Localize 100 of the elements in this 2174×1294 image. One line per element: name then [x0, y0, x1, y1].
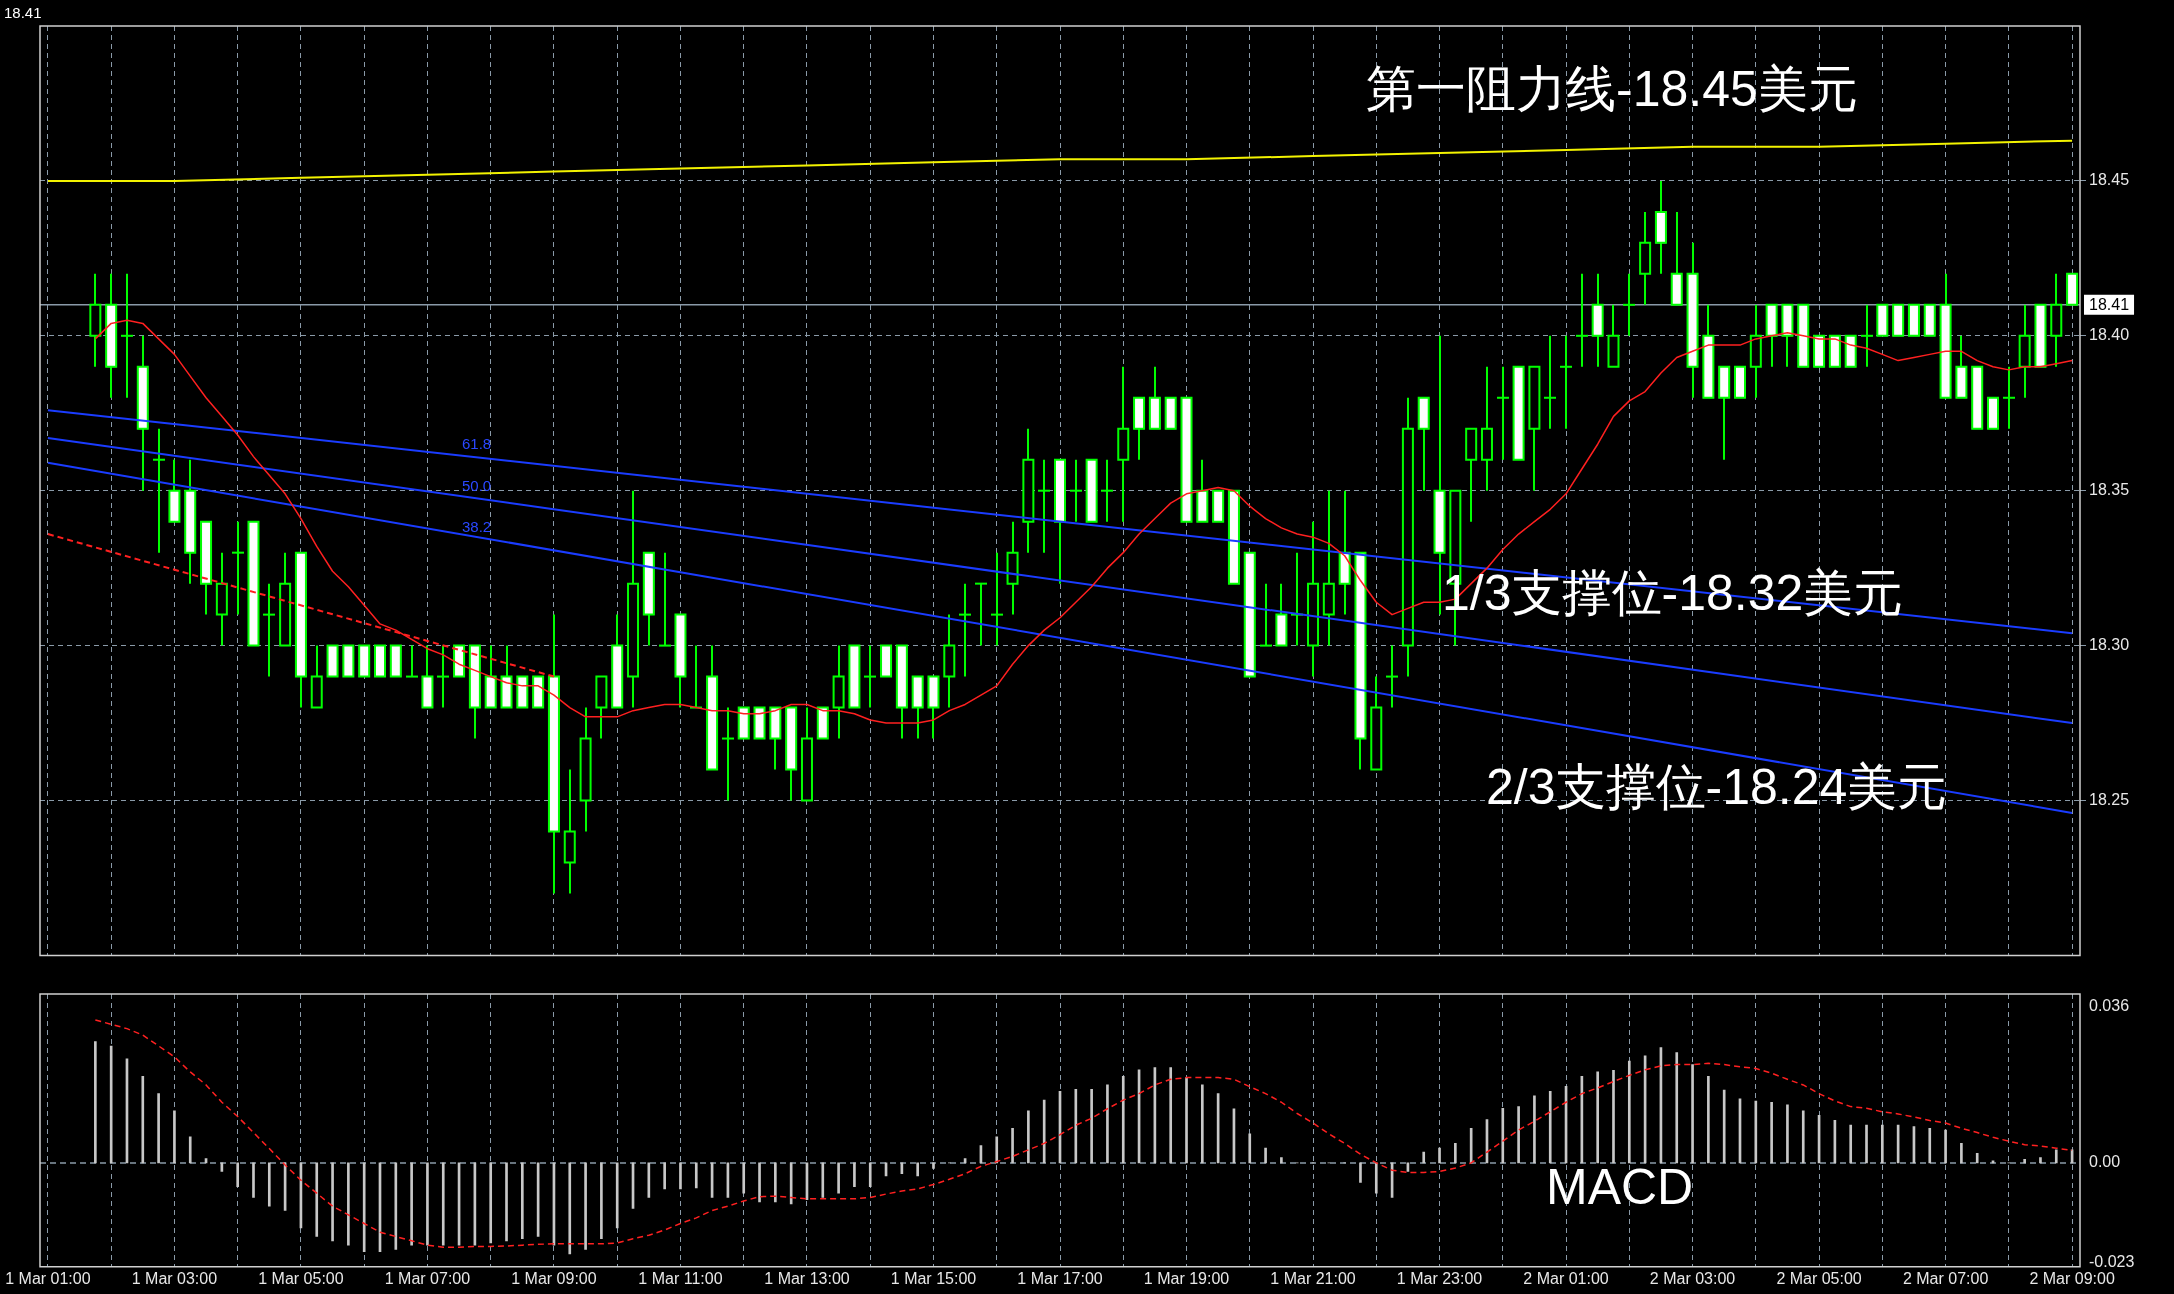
candlestick [262, 582, 276, 678]
annotation: 第一阻力线-18.45美元 [1366, 60, 1858, 117]
y-tick-label: 18.40 [2089, 326, 2130, 344]
y-tick-label: 0.036 [2089, 997, 2130, 1015]
bar [267, 1162, 271, 1207]
candlestick [1622, 272, 1636, 337]
annotation: 50.0 [462, 477, 492, 495]
x-tick-label: 2 Mar 07:00 [1902, 1269, 1989, 1287]
y-tick-label: 18.45 [2089, 171, 2130, 189]
bar [1627, 1060, 1631, 1164]
x-tick-label: 1 Mar 13:00 [764, 1269, 850, 1287]
candlestick [1575, 272, 1589, 368]
bar [1754, 1100, 1758, 1164]
bar [426, 1162, 429, 1246]
bar [505, 1162, 508, 1242]
bar [1691, 1064, 1694, 1164]
bar [1722, 1089, 1726, 1164]
bar [853, 1162, 856, 1188]
bar [1960, 1143, 1963, 1164]
candlestick [1559, 334, 1573, 430]
candlestick [436, 644, 450, 709]
bar [1121, 1075, 1125, 1164]
bar [932, 1162, 935, 1169]
candlestick [990, 551, 1004, 647]
bar [1801, 1110, 1805, 1164]
bar [1533, 1095, 1536, 1164]
candlestick [974, 582, 988, 647]
bar [1422, 1151, 1426, 1164]
x-tick-label: 1 Mar 19:00 [1143, 1269, 1230, 1287]
bar [1865, 1124, 1868, 1164]
candlestick [1860, 303, 1874, 368]
bar [441, 1162, 445, 1246]
bar [141, 1075, 145, 1164]
candlestick [1069, 458, 1083, 523]
bar [2039, 1157, 2042, 1164]
bar [821, 1162, 825, 1198]
y-tick-label: 18.35 [2089, 481, 2130, 499]
candlestick [152, 427, 166, 554]
bar [1042, 1099, 1046, 1164]
bar [1454, 1143, 1457, 1164]
bar [2023, 1159, 2026, 1164]
candlestick [2002, 365, 2016, 430]
bar [1264, 1147, 1267, 1164]
bar [347, 1162, 350, 1246]
x-tick-label: 2 Mar 03:00 [1649, 1269, 1736, 1287]
annotation: 38.2 [462, 518, 492, 536]
bar [1090, 1088, 1093, 1164]
bar [1248, 1133, 1252, 1164]
bar [1201, 1084, 1204, 1164]
bar [410, 1162, 413, 1246]
bar [2054, 1149, 2058, 1164]
bar [837, 1162, 840, 1194]
bar [1011, 1127, 1014, 1164]
bar [1675, 1052, 1679, 1164]
bar [1881, 1124, 1884, 1164]
y-tick-label: 0.00 [2089, 1153, 2121, 1171]
candlestick [1543, 334, 1557, 430]
bar [1185, 1077, 1188, 1164]
bar [521, 1162, 524, 1239]
annotation: MACD [1546, 1158, 1694, 1215]
bar [584, 1162, 587, 1250]
bar [615, 1162, 619, 1229]
x-tick-label: 1 Mar 01:00 [5, 1269, 91, 1287]
bar [774, 1162, 777, 1203]
candlestick [721, 706, 735, 802]
bar [1975, 1153, 1979, 1164]
bar [1374, 1162, 1378, 1194]
bar [1501, 1107, 1505, 1164]
bar [331, 1162, 334, 1242]
bar [1786, 1104, 1789, 1164]
candlestick [1259, 582, 1273, 647]
x-tick-label: 1 Mar 21:00 [1270, 1269, 1356, 1287]
bar [916, 1162, 919, 1177]
x-tick-label: 1 Mar 23:00 [1396, 1269, 1483, 1287]
x-tick-label: 1 Mar 11:00 [638, 1269, 723, 1287]
x-tick-label: 1 Mar 09:00 [511, 1269, 597, 1287]
bar [1027, 1110, 1030, 1164]
x-tick-label: 1 Mar 05:00 [258, 1269, 344, 1287]
bar [1359, 1162, 1362, 1183]
bar [157, 1093, 160, 1164]
bar [1548, 1091, 1552, 1164]
bar [758, 1162, 761, 1203]
x-tick-label: 1 Mar 15:00 [890, 1269, 977, 1287]
bar [679, 1162, 682, 1190]
bar [315, 1162, 319, 1237]
x-tick-label: 1 Mar 17:00 [1017, 1269, 1103, 1287]
bar [1928, 1127, 1932, 1164]
bar [600, 1162, 603, 1239]
x-tick-label: 1 Mar 03:00 [131, 1269, 218, 1287]
y-tick-label: 18.30 [2089, 636, 2130, 654]
bar [394, 1162, 398, 1250]
y-tick-label: 18.25 [2089, 790, 2130, 808]
bar [173, 1110, 176, 1164]
candlestick [1037, 458, 1051, 554]
bar [868, 1162, 872, 1188]
candlestick [863, 644, 877, 709]
candlestick [405, 644, 419, 678]
bar [1074, 1088, 1078, 1164]
bar [663, 1162, 666, 1190]
bar [995, 1136, 999, 1164]
